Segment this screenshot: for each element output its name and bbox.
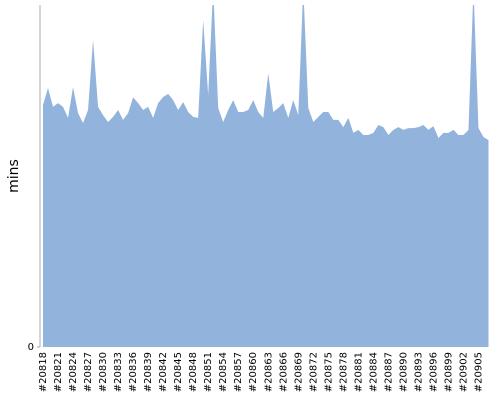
y-axis-label: mins (6, 159, 22, 193)
x-tick-label: #20887 (383, 352, 394, 392)
x-tick-label: #20893 (413, 352, 424, 392)
x-tick-label: #20821 (53, 352, 64, 392)
x-tick-label: #20836 (128, 352, 139, 392)
x-tick-label: #20866 (278, 352, 289, 392)
x-tick-label: #20830 (98, 352, 109, 392)
x-tick-label: #20854 (218, 352, 229, 392)
x-tick-label: #20839 (143, 352, 154, 392)
x-tick-label: #20818 (38, 352, 49, 392)
x-tick-label: #20905 (473, 352, 484, 392)
x-tick-label: #20857 (233, 352, 244, 392)
x-tick-label: #20884 (368, 352, 379, 392)
x-tick-label: #20878 (338, 352, 349, 392)
x-tick-label: #20833 (113, 352, 124, 392)
x-tick-label: #20863 (263, 352, 274, 392)
x-tick-label: #20875 (323, 352, 334, 392)
x-tick-label: #20860 (248, 352, 259, 392)
x-tick-label: #20824 (68, 352, 79, 392)
x-tick-label: #20869 (293, 352, 304, 392)
plot-area (43, 5, 489, 347)
x-tick-label: #20827 (83, 352, 94, 392)
x-tick-label: #20881 (353, 352, 364, 392)
y-tick-label: 0 (28, 342, 34, 353)
x-tick-label: #20896 (428, 352, 439, 392)
area (43, 5, 489, 347)
x-tick-label: #20848 (188, 352, 199, 392)
x-tick-label: #20890 (398, 352, 409, 392)
x-tick-label: #20842 (158, 352, 169, 392)
x-tick-label: #20902 (458, 352, 469, 392)
x-tick-label: #20851 (203, 352, 214, 392)
x-tick-label: #20845 (173, 352, 184, 392)
x-tick-label: #20872 (308, 352, 319, 392)
x-tick-label: #20899 (443, 352, 454, 392)
